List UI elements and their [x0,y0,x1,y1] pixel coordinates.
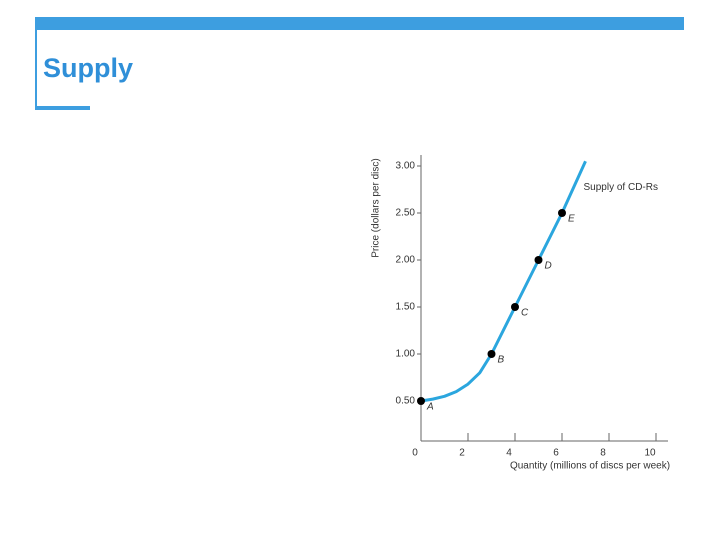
point [417,397,425,405]
supply-curve [420,160,587,403]
point [558,209,566,217]
x-tick-label: 2 [459,448,465,459]
y-tick-label: 2.00 [396,255,416,266]
y-tick-label: 3.00 [396,161,416,172]
bottom-bar [35,106,90,110]
y-tick-label: 1.00 [396,349,416,360]
y-tick-label: 1.50 [396,302,416,313]
x-axis-title: Quantity (millions of discs per week) [510,461,670,472]
x-tick-label: 10 [644,448,656,459]
x-tick-label: 8 [600,448,606,459]
series-label: Supply of CD-Rs [584,182,658,193]
point-label: D [545,261,552,272]
point-label: A [426,402,434,413]
top-bar [37,17,684,30]
point [487,350,496,358]
y-tick-label: 2.50 [396,208,416,219]
point-label: C [521,308,529,319]
left-bar [35,17,37,109]
point [534,256,543,264]
x-tick-label: 6 [553,448,559,459]
slide-title: Supply [43,53,133,83]
point [511,303,519,311]
y-tick-label: 0.50 [396,396,416,407]
y-axis-title: Price (dollars per disc) [371,158,382,257]
point-label: B [498,355,505,366]
x-tick-label: 0 [412,448,418,459]
x-tick-label: 4 [506,448,512,459]
point-label: E [568,214,575,225]
